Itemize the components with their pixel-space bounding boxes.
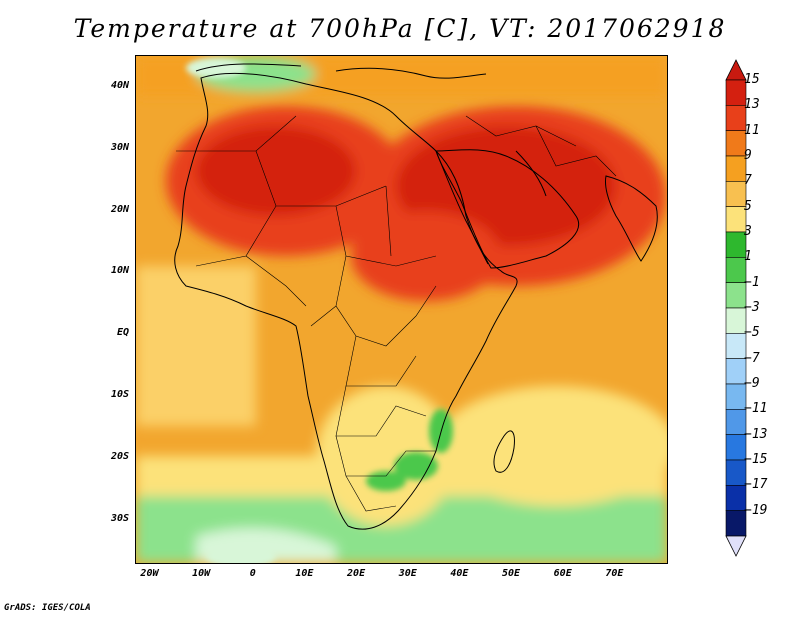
country-borders xyxy=(176,115,617,512)
zambezi-green xyxy=(394,452,438,480)
sudan-hot xyxy=(351,211,501,301)
lon-label: 30E xyxy=(398,568,417,579)
border-9 xyxy=(535,125,617,177)
lon-label: 40E xyxy=(450,568,469,579)
colorbar-label: −3 xyxy=(744,300,760,315)
colorbar-label: 15 xyxy=(744,72,760,87)
colorbar-label: −9 xyxy=(744,376,760,391)
border-7 xyxy=(335,435,436,477)
lon-label: 20E xyxy=(347,568,366,579)
colorbar-swatch xyxy=(725,307,747,334)
temperature-map xyxy=(135,55,668,564)
colorbar-swatch xyxy=(725,510,747,537)
red-sea xyxy=(435,150,489,265)
border-5 xyxy=(310,305,417,387)
colorbar-label: 5 xyxy=(744,198,752,214)
colorbar-bottom-arrow xyxy=(725,535,747,557)
colorbar-swatch xyxy=(725,409,747,435)
south-ocean-blue xyxy=(206,544,276,563)
lat-label: 20N xyxy=(110,203,129,215)
indian-ocean-yellow xyxy=(436,386,667,506)
lon-label: 70E xyxy=(605,568,624,579)
colorbar-label: 9 xyxy=(744,148,752,163)
colorbar-swatch xyxy=(725,282,747,309)
colorbar-label: −1 xyxy=(744,274,760,290)
border-4 xyxy=(335,255,437,347)
map-title: Temperature at 700hPa [C], VT: 201706291… xyxy=(73,14,727,43)
colorbar-swatch xyxy=(725,105,747,131)
lon-label: 0 xyxy=(249,568,256,579)
lat-label: 40N xyxy=(110,79,129,91)
temperature-field xyxy=(136,56,667,563)
india-coast xyxy=(605,175,658,262)
colorbar-label: −7 xyxy=(744,350,760,366)
colorbar-label: −19 xyxy=(744,502,768,518)
colorbar-swatch xyxy=(725,79,747,106)
colorbar xyxy=(725,59,747,557)
border-3 xyxy=(195,205,307,307)
lon-label: 10W xyxy=(192,568,211,579)
colorbar-label: −11 xyxy=(744,401,768,417)
colorbar-label: −17 xyxy=(744,477,768,493)
lat-label: 20S xyxy=(110,450,129,462)
lat-label: 10N xyxy=(110,265,129,277)
colorbar-swatch xyxy=(725,434,747,461)
colorbar-swatch xyxy=(725,206,747,233)
colorbar-swatch xyxy=(725,358,747,385)
lon-label: 50E xyxy=(502,568,521,579)
south-africa-yellow xyxy=(316,386,456,526)
persian-gulf xyxy=(515,150,547,197)
grads-credit: GrADS: IGES/COLA xyxy=(4,603,91,613)
lat-label: 30S xyxy=(110,512,129,524)
colorbar-swatch xyxy=(725,485,747,511)
colorbar-swatch xyxy=(725,459,747,486)
kalahari-green xyxy=(366,471,406,491)
colorbar-label: 1 xyxy=(744,249,752,265)
lon-label: 20W xyxy=(140,568,159,579)
colorbar-label: −5 xyxy=(744,325,760,341)
colorbar-label: 11 xyxy=(744,122,760,138)
colorbar-label: −15 xyxy=(744,452,768,467)
lon-label: 10E xyxy=(295,568,314,579)
colorbar-swatch xyxy=(725,181,747,207)
europe-coast xyxy=(195,63,487,79)
arabia-coast xyxy=(435,149,580,269)
border-8 xyxy=(345,115,577,512)
lat-label: EQ xyxy=(116,327,129,339)
colorbar-label: −13 xyxy=(744,426,768,442)
colorbar-swatch xyxy=(725,257,747,283)
lon-label: 60E xyxy=(553,568,572,579)
colorbar-swatch xyxy=(725,231,747,258)
temperature-shading xyxy=(136,56,667,563)
madagascar xyxy=(493,430,515,473)
border-6 xyxy=(335,385,427,437)
colorbar-label: 13 xyxy=(744,97,760,113)
border-2 xyxy=(335,185,437,267)
colorbar-swatch xyxy=(725,333,747,359)
colorbar-label: 3 xyxy=(744,224,752,239)
lat-label: 10S xyxy=(110,389,129,401)
border-1 xyxy=(176,115,387,207)
colorbar-swatch xyxy=(725,155,747,182)
lat-label: 30N xyxy=(110,141,129,153)
colorbar-swatch xyxy=(725,383,747,410)
coastlines xyxy=(174,63,658,530)
sahara-core xyxy=(196,126,356,216)
atlantic-cool xyxy=(136,266,256,426)
colorbar-top-arrow xyxy=(725,59,747,81)
colorbar-swatch xyxy=(725,130,747,157)
colorbar-label: 7 xyxy=(744,173,752,189)
